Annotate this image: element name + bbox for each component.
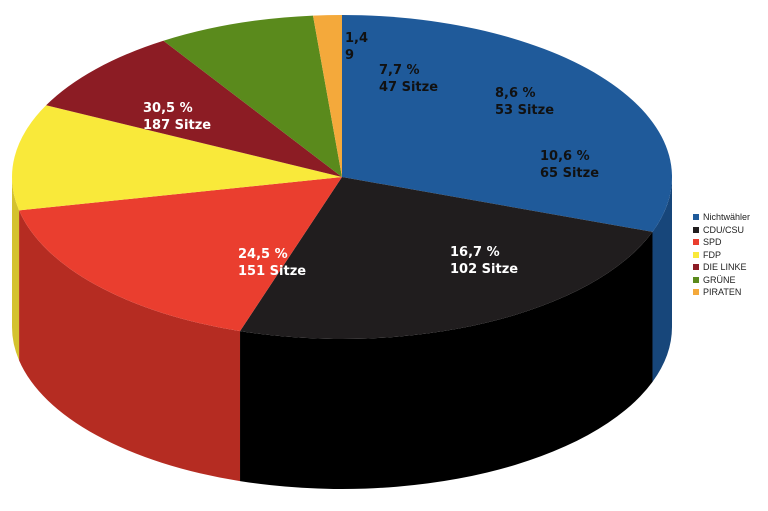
slice-label-seats: 65 Sitze bbox=[540, 166, 599, 181]
pie-slice-grüne bbox=[163, 15, 342, 177]
pie-slice-labels: 30,5 % 187 Sitze 24,5 % 151 Sitze 16,7 % 102 … bbox=[143, 31, 599, 279]
pie-side-fdp bbox=[12, 177, 20, 361]
legend-label: SPD bbox=[703, 237, 722, 247]
pie-side-nichtwähler bbox=[652, 177, 672, 382]
pie-slice-spd bbox=[19, 177, 343, 332]
slice-label-seats: 151 Sitze bbox=[238, 264, 306, 279]
legend-item: Nichtwähler bbox=[693, 211, 750, 224]
slice-label-percent: 1,4 bbox=[345, 31, 368, 46]
legend-item: GRÜNE bbox=[693, 274, 750, 287]
slice-label-percent: 24,5 % bbox=[238, 247, 288, 262]
pie-slice-piraten bbox=[313, 15, 342, 177]
slice-label-seats: 187 Sitze bbox=[143, 118, 211, 133]
pie-slice-fdp bbox=[11, 105, 342, 211]
legend-swatch bbox=[693, 226, 699, 233]
slice-label-seats: 9 bbox=[345, 48, 354, 63]
legend-item: FDP bbox=[693, 249, 750, 262]
legend-label: FDP bbox=[703, 249, 721, 260]
slice-label-percent: 30,5 % bbox=[143, 101, 193, 116]
slice-label-seats: 53 Sitze bbox=[495, 103, 554, 118]
legend-swatch bbox=[693, 214, 699, 221]
pie-slice-nichtwähler bbox=[342, 15, 672, 232]
legend: Nichtwähler CDU/CSU SPD FDP DIE LINKE GRÜNE PI… bbox=[693, 211, 750, 299]
legend-item: SPD bbox=[693, 236, 750, 249]
pie-side-spd bbox=[19, 210, 241, 482]
legend-swatch bbox=[693, 289, 699, 296]
legend-swatch bbox=[693, 264, 699, 271]
pie-side-walls bbox=[12, 177, 672, 489]
pie-side-cdu-csu bbox=[240, 231, 653, 489]
slice-label-percent: 16,7 % bbox=[450, 245, 500, 260]
pie-slice-die-linke bbox=[46, 40, 342, 177]
pie-slice-cdu-csu bbox=[240, 177, 653, 339]
slice-label-seats: 102 Sitze bbox=[450, 262, 518, 277]
legend-swatch bbox=[693, 276, 699, 283]
legend-label: PIRATEN bbox=[703, 287, 742, 297]
legend-item: DIE LINKE bbox=[693, 261, 750, 274]
slice-label-seats: 47 Sitze bbox=[379, 80, 438, 95]
slice-label-percent: 7,7 % bbox=[379, 63, 420, 78]
pie-top-faces bbox=[11, 15, 672, 339]
legend-label: CDU/CSU bbox=[703, 224, 745, 235]
legend-item: CDU/CSU bbox=[693, 224, 750, 237]
legend-label: Nichtwähler bbox=[703, 212, 751, 222]
legend-swatch bbox=[693, 251, 699, 258]
slice-label-percent: 8,6 % bbox=[495, 86, 536, 101]
legend-swatch bbox=[693, 239, 699, 246]
legend-item: PIRATEN bbox=[693, 286, 750, 299]
slice-label-percent: 10,6 % bbox=[540, 149, 590, 164]
legend-label: DIE LINKE bbox=[703, 262, 747, 272]
legend-label: GRÜNE bbox=[703, 274, 736, 285]
